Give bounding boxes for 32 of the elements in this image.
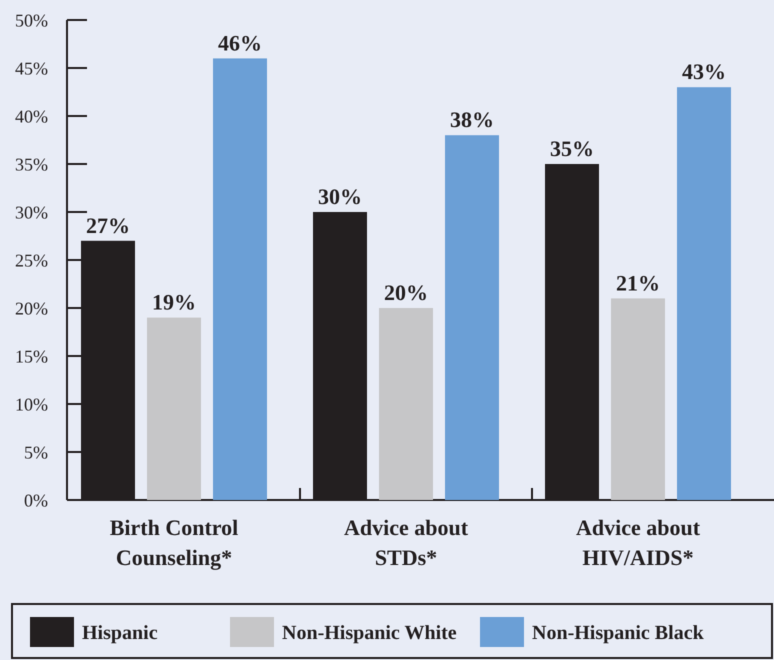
- y-tick-label: 30%: [15, 202, 48, 222]
- data-label: 19%: [152, 290, 196, 315]
- data-label: 21%: [616, 270, 660, 296]
- data-label: 46%: [218, 30, 262, 56]
- y-tick-label: 0%: [24, 490, 48, 510]
- y-tick-label: 25%: [15, 250, 48, 270]
- y-tick-label: 45%: [15, 58, 48, 78]
- y-tick-label: 35%: [15, 154, 48, 174]
- x-tick-label: Advice about HIV/AIDS*: [576, 515, 701, 570]
- data-label: 43%: [682, 59, 726, 84]
- x-tick-label: Birth Control Counseling*: [110, 515, 238, 570]
- legend-label: Non-Hispanic Black: [532, 622, 705, 644]
- bar: [213, 58, 267, 500]
- data-label: 20%: [384, 280, 428, 305]
- data-label: 30%: [318, 184, 362, 209]
- y-tick-label: 10%: [15, 394, 48, 414]
- bar: [445, 135, 499, 500]
- y-tick-label: 15%: [15, 346, 48, 366]
- data-label: 27%: [86, 212, 130, 238]
- bar: [677, 87, 731, 500]
- bar: [147, 318, 201, 500]
- data-label: 35%: [550, 136, 594, 161]
- bar: [611, 298, 665, 500]
- y-tick-label: 50%: [15, 10, 48, 30]
- data-label: 38%: [450, 107, 494, 132]
- y-tick-label: 40%: [15, 106, 48, 126]
- legend-label: Non-Hispanic White: [282, 622, 457, 644]
- legend-label: Hispanic: [82, 622, 158, 644]
- y-tick-label: 5%: [24, 442, 48, 462]
- x-tick-label: Advice about STDs*: [344, 515, 469, 570]
- bar: [379, 308, 433, 500]
- y-tick-label: 20%: [15, 298, 48, 318]
